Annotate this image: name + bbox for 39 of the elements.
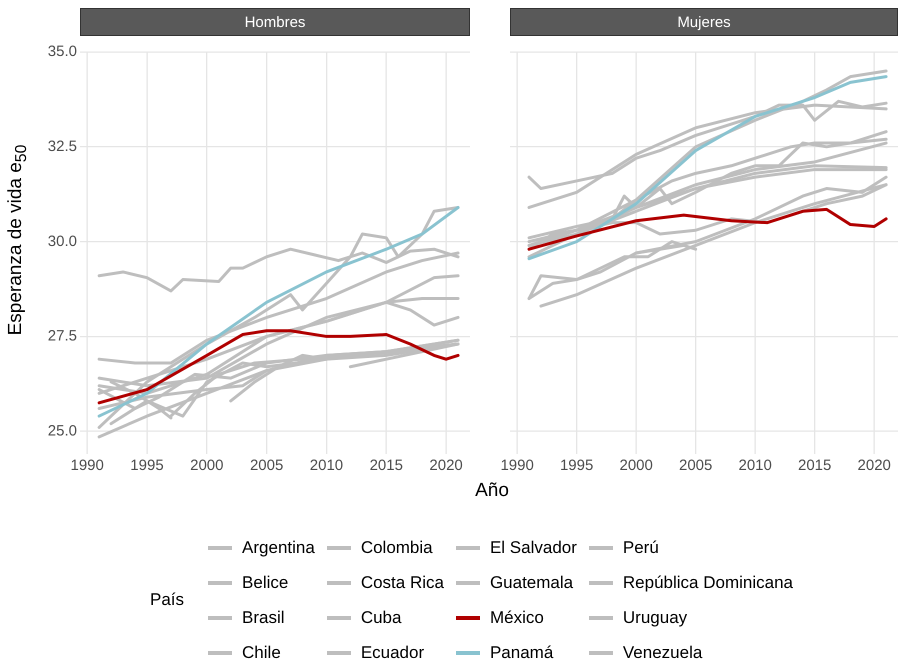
- x-tick-label: 1990: [500, 457, 534, 474]
- legend-label: Belice: [242, 572, 288, 592]
- x-tick-label: 1995: [130, 457, 164, 474]
- legend-label: Chile: [242, 642, 281, 660]
- y-tick-label: 32.5: [48, 138, 77, 155]
- x-tick-label: 2005: [250, 457, 284, 474]
- legend-label: Panamá: [490, 642, 554, 660]
- y-tick-label: 35.0: [48, 43, 77, 60]
- x-tick-label: 2010: [310, 457, 344, 474]
- x-tick-label: 2005: [678, 457, 712, 474]
- x-axis-title: Año: [474, 480, 510, 502]
- legend-label: Brasil: [242, 608, 285, 628]
- x-tick-label: 2000: [190, 457, 224, 474]
- x-tick-label: 2020: [429, 457, 463, 474]
- legend-label: Venezuela: [622, 642, 702, 660]
- x-tick-label: 2020: [858, 457, 891, 474]
- legend-label: El Salvador: [490, 538, 577, 558]
- y-tick-label: 25.0: [48, 422, 77, 440]
- legend-label: Ecuador: [360, 642, 424, 660]
- x-tick-label: 2015: [798, 457, 832, 474]
- x-tick-label: 2000: [619, 457, 653, 474]
- legend-label: Perú: [622, 538, 659, 558]
- legend-label: Costa Rica: [360, 572, 444, 592]
- x-tick-label: 2010: [738, 457, 772, 474]
- chart-title: Mujeres: [510, 8, 898, 36]
- legend-label: Colombia: [360, 538, 433, 558]
- x-tick-label: 2015: [370, 457, 403, 474]
- y-tick-label: 27.5: [48, 328, 77, 345]
- legend-label: Cuba: [360, 608, 402, 628]
- legend-label: Uruguay: [622, 608, 688, 628]
- legend-label: República Dominicana: [622, 572, 793, 592]
- x-tick-label: 1990: [70, 457, 104, 474]
- y-tick-label: 30.0: [48, 232, 77, 250]
- legend-label: Guatemala: [490, 572, 574, 592]
- chart-title: Hombres: [80, 8, 470, 36]
- x-tick-label: 1995: [560, 457, 594, 474]
- legend-label: Argentina: [242, 538, 315, 558]
- legend-label: México: [490, 608, 544, 628]
- legend-title: País: [150, 590, 184, 610]
